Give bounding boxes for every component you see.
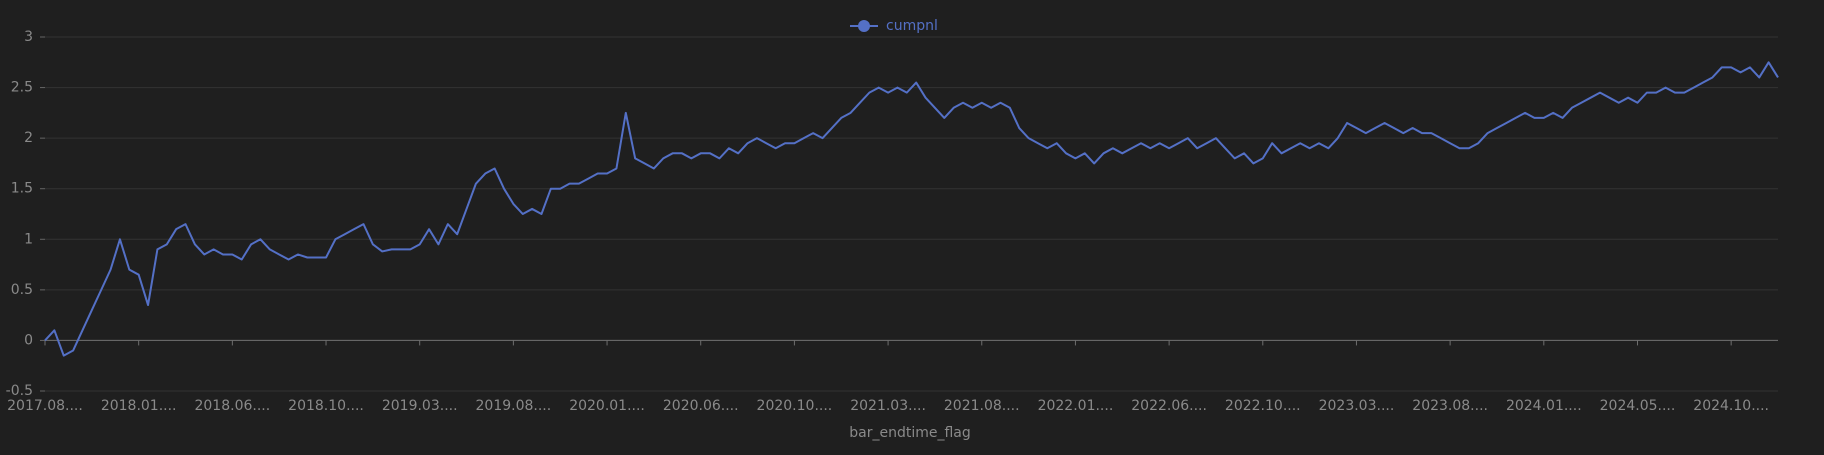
y-tick-label: 0: [24, 332, 33, 348]
y-tick-label: 2.5: [11, 80, 33, 96]
y-tick-label: 2: [24, 130, 33, 146]
x-axis-title: bar_endtime_flag: [849, 425, 971, 441]
series-line: [44, 61, 1779, 357]
x-tick-label: 2022.10....: [1225, 398, 1301, 414]
y-tick-label: 1: [24, 231, 33, 247]
x-tick-label: 2022.06....: [1131, 398, 1207, 414]
x-tick-label: 2024.10....: [1693, 398, 1769, 414]
x-tick-label: 2019.03....: [382, 398, 458, 414]
y-tick-label: 3: [24, 29, 33, 45]
x-tick-label: 2018.06....: [194, 398, 270, 414]
x-tick-label: 2024.05....: [1600, 398, 1676, 414]
y-tick-label: 0.5: [11, 282, 33, 298]
x-tick-label: 2020.10....: [757, 398, 833, 414]
x-tick-label: 2022.01....: [1038, 398, 1114, 414]
x-tick-label: 2020.06....: [663, 398, 739, 414]
x-tick-label: 2021.08....: [944, 398, 1020, 414]
x-tick-label: 2023.08....: [1412, 398, 1488, 414]
x-tick-label: 2021.03....: [850, 398, 926, 414]
x-tick-label: 2018.10....: [288, 398, 364, 414]
y-tick-label: 1.5: [11, 181, 33, 197]
x-tick-label: 2017.08....: [7, 398, 83, 414]
x-tick-label: 2023.03....: [1319, 398, 1395, 414]
x-tick-label: 2018.01....: [101, 398, 177, 414]
x-tick-label: 2020.01....: [569, 398, 645, 414]
legend-label: cumpnl: [886, 18, 938, 34]
x-tick-label: 2024.01....: [1506, 398, 1582, 414]
x-tick-label: 2019.08....: [476, 398, 552, 414]
y-tick-label: -0.5: [6, 383, 33, 399]
legend-icon: [858, 20, 870, 32]
